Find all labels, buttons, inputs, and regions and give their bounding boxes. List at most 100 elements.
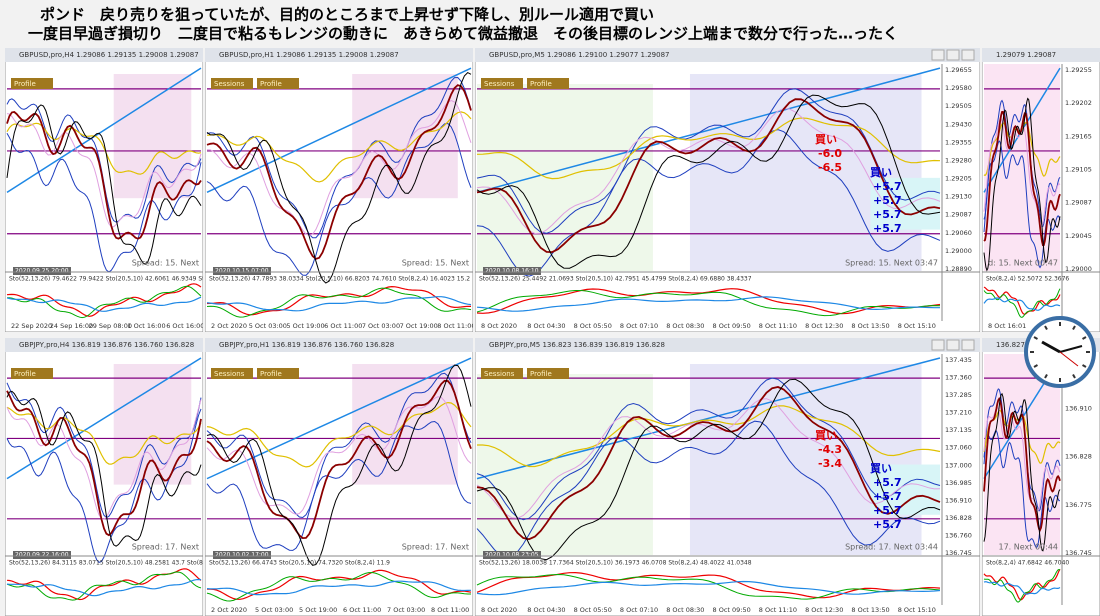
chart-line <box>476 88 941 234</box>
zone <box>113 74 192 199</box>
price-label: 1.29165 <box>1065 132 1092 140</box>
spread-label: Spread: 15. Next <box>402 259 469 268</box>
time-label: 8 Oct 07:10 <box>620 322 658 330</box>
clock <box>1024 316 1096 388</box>
chart-line <box>206 84 472 260</box>
price-label: 1.29105 <box>1065 166 1092 174</box>
tag-label: Profile <box>260 80 282 88</box>
window-button[interactable] <box>946 339 960 351</box>
header-line: ポンド 戻り売りを狙っていたが、目的のところまで上昇せず下降し、別ルール適用で買… <box>40 6 654 24</box>
time-label: 8 Oct 04:30 <box>527 606 565 614</box>
time-label: 8 Oct 12:30 <box>805 606 843 614</box>
chart-line <box>6 390 202 537</box>
title-bar <box>205 48 473 62</box>
chart-line <box>476 98 941 254</box>
chart-line <box>207 569 472 600</box>
indicator-label: Sto(52,13,26) 79.4622 79.9422 Sto(20,5,1… <box>9 276 238 283</box>
annotation-value: -6.5 <box>818 161 842 174</box>
window-title: GBPJPY,pro,H1 136.819 136.876 136.760 13… <box>219 341 394 349</box>
price-label: 1.29655 <box>945 66 972 74</box>
chart-line <box>476 377 941 521</box>
chart-line <box>983 288 1061 318</box>
price-label: 1.29280 <box>945 156 972 164</box>
chart-line <box>476 288 941 315</box>
time-label: 8 Oct 05:50 <box>574 322 612 330</box>
chart-window: GBPUSD,pro,H4 1.29086 1.29135 1.29008 1.… <box>5 48 238 332</box>
clock-tick <box>1082 364 1087 368</box>
chart-line <box>476 573 941 600</box>
time-label: 8 Oct 09:50 <box>713 606 751 614</box>
zone <box>113 364 192 485</box>
window-title: GBPUSD,pro,H4 1.29086 1.29135 1.29008 1.… <box>19 51 199 59</box>
annotation-label: 買い <box>870 462 892 475</box>
window-button[interactable] <box>946 49 960 61</box>
price-label: 1.28890 <box>945 265 972 273</box>
chart-line <box>476 117 941 180</box>
tag-label: Sessions <box>214 370 245 378</box>
price-label: 137.210 <box>945 409 972 417</box>
window-button[interactable] <box>961 49 975 61</box>
window-button[interactable] <box>931 339 945 351</box>
annotation-value: +5.7 <box>873 504 902 517</box>
chart-line <box>983 286 1061 315</box>
price-label: 1.29130 <box>945 193 972 201</box>
chart-line <box>983 297 1061 311</box>
time-label: 8 Oct 05:50 <box>574 606 612 614</box>
tag-label: Profile <box>260 370 282 378</box>
annotation-value: +5.7 <box>873 518 902 531</box>
chart-line <box>983 430 1061 549</box>
time-label: 8 Oct 11:00 <box>437 322 475 330</box>
chart-line <box>206 76 472 239</box>
date-box <box>213 267 271 275</box>
window-title: 1.29079 1.29087 <box>996 51 1056 59</box>
trend-line <box>206 67 472 194</box>
trend-line <box>6 357 202 480</box>
date-label: 2020.10.02 17:00 <box>215 552 269 559</box>
zone <box>689 364 922 555</box>
price-label: 1.29202 <box>1065 99 1092 107</box>
price-label: 1.29505 <box>945 102 972 110</box>
chart-line <box>983 99 1061 228</box>
time-label: 8 Oct 12:30 <box>805 322 843 330</box>
chart-line <box>206 296 472 312</box>
indicator-label: Sto(8,2,4) 52.5072 52.3676 <box>986 276 1069 283</box>
annotation-value: +5.7 <box>873 222 902 235</box>
price-label: 136.745 <box>1065 549 1092 557</box>
time-label: 8 Oct 09:50 <box>713 322 751 330</box>
time-label: 8 Oct 04:30 <box>527 322 565 330</box>
annotation-value: -3.4 <box>818 457 842 470</box>
chart-line <box>7 285 202 319</box>
time-label: 5 Oct 03:00 <box>249 322 287 330</box>
time-label: 8 Oct 08:30 <box>666 606 704 614</box>
date-box <box>483 267 541 275</box>
tag-label: Sessions <box>214 80 245 88</box>
time-label: 6 Oct 11:00 <box>324 322 362 330</box>
annotation-label: 買い <box>815 429 837 442</box>
tag-label: Sessions <box>484 80 515 88</box>
clock-hand <box>1041 340 1061 354</box>
chart-window: GBPJPY,pro,M5 136.823 136.839 136.819 13… <box>475 338 980 616</box>
time-label: 8 Oct 13:50 <box>851 322 889 330</box>
chart-line <box>6 122 202 175</box>
price-label: 1.29430 <box>945 120 972 128</box>
chart-line <box>6 113 202 228</box>
spread-label: 17. Next 00:44 <box>999 543 1059 552</box>
chart-line <box>476 378 941 561</box>
chart-line <box>206 571 471 602</box>
chart-line <box>476 290 941 317</box>
time-label: 6 Oct 16:00 <box>166 322 204 330</box>
chart-line <box>6 104 202 265</box>
window-title: GBPJPY,pro,H4 136.819 136.876 136.760 13… <box>19 341 194 349</box>
tag <box>257 78 299 89</box>
time-label: 8 Oct 11:10 <box>759 322 797 330</box>
window-button[interactable] <box>961 339 975 351</box>
chart-line <box>476 386 941 541</box>
indicator-label: Sto(8,2,4) 47.6842 46.7040 <box>986 560 1069 567</box>
chart-line <box>476 108 941 235</box>
trend-line <box>206 357 472 480</box>
time-label: 8 Oct 2020 <box>481 606 517 614</box>
price-label: 1.29000 <box>945 247 972 255</box>
window-button[interactable] <box>931 49 945 61</box>
indicator-label: Sto(52,13,26) 25.4492 21.0693 Sto(20,5,1… <box>479 276 752 283</box>
